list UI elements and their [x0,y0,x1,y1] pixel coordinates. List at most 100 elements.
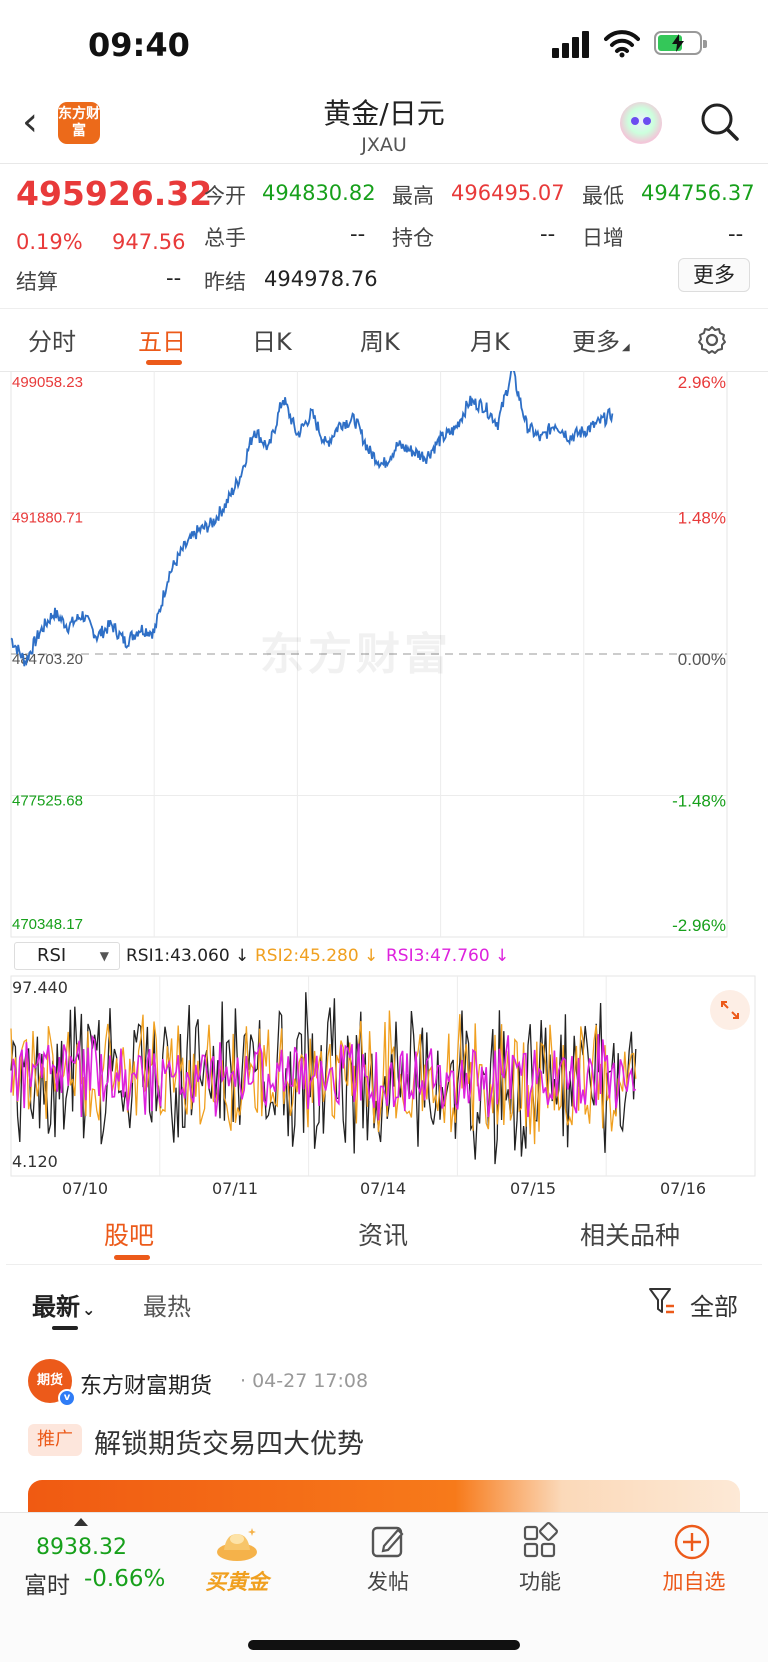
x-label-3: 07/14 [360,1179,407,1198]
post-button[interactable]: 发帖 [367,1570,409,1594]
indicator-select[interactable]: RSI ▼ [14,942,120,970]
active-tab-indicator [146,360,182,365]
rsi-frame [10,975,756,1177]
sort-hot[interactable]: 最热 [143,1293,191,1321]
expand-icon [721,1001,739,1019]
post-avatar[interactable]: 期货 v [28,1359,76,1407]
header-divider [0,163,768,164]
features-button[interactable]: 功能 [519,1570,561,1594]
rsi-y-max: 97.440 [12,978,68,997]
tab-daily-k[interactable]: 日K [252,328,292,356]
indicator-select-value: RSI [37,945,67,966]
x-label-1: 07/10 [62,1179,109,1198]
sort-latest-label: 最新 [32,1293,80,1321]
post-avatar-text: 期货 [36,1373,63,1388]
post-title[interactable]: 解锁期货交易四大优势 [94,1429,364,1460]
five-day-price-chart[interactable]: 499058.23491880.71484703.20477525.684703… [0,371,768,939]
page-subtitle: JXAU [361,134,407,156]
back-icon[interactable]: ‹ [22,99,38,145]
tab-monthly-k[interactable]: 月K [470,328,510,356]
daily-increase-label: 日增 [582,226,624,250]
x-label-5: 07/16 [660,1179,707,1198]
open-interest-label: 持仓 [392,226,434,250]
index-change[interactable]: -0.66% [84,1566,166,1592]
tab-stock-forum[interactable]: 股吧 [104,1221,155,1250]
dropdown-corner-icon: ◢ [622,342,630,353]
change-amount: 947.56 [112,230,186,254]
wifi-icon [604,30,640,58]
y-tick-left: 499058.23 [12,374,83,391]
y-tick-right: -1.48% [672,792,726,811]
tab-intraday[interactable]: 分时 [28,328,76,356]
community-divider [6,1264,762,1265]
high-label: 最高 [392,184,434,208]
y-tick-right: 1.48% [678,509,726,528]
home-indicator [248,1640,520,1650]
status-bar: 09:40 [0,0,768,90]
tab-related[interactable]: 相关品种 [580,1221,681,1250]
volume-label: 总手 [204,226,246,250]
volume-value: -- [350,222,366,246]
rsi-y-min: 4.120 [12,1152,58,1171]
more-quote-button[interactable]: 更多 [678,258,750,292]
post-author[interactable]: 东方财富期货 [80,1374,213,1399]
rsi1-value: RSI1:43.060 ↓ [126,946,250,966]
rsi-line-3 [10,1034,637,1121]
settle-label: 结算 [16,270,58,294]
expand-up-icon[interactable] [74,1518,88,1526]
gold-ingot-icon[interactable] [214,1524,260,1564]
daily-increase-value: -- [728,222,744,246]
open-label: 今开 [204,184,246,208]
tab-more[interactable]: 更多 ◢ [572,322,630,357]
add-watchlist-button[interactable]: 加自选 [662,1570,726,1594]
promo-badge: 推广 [28,1424,82,1456]
tab-five-day[interactable]: 五日 [138,328,186,356]
signal-icon [552,30,592,58]
settings-gear-icon[interactable] [696,324,728,356]
app-logo[interactable]: 东方财富 [58,102,100,144]
rsi-chart[interactable] [0,974,768,1180]
rsi-line-1 [10,992,637,1165]
verified-icon: v [58,1389,76,1407]
open-value: 494830.82 [262,181,376,205]
rsi-line-2 [10,1010,637,1145]
expand-chart-button[interactable] [710,990,750,1030]
prev-settle-label: 昨结 [204,270,246,294]
filter-all[interactable]: 全部 [690,1293,738,1321]
edit-post-icon[interactable] [368,1522,408,1562]
settle-value: -- [166,266,182,290]
quote-divider [0,308,768,309]
tab-news[interactable]: 资讯 [358,1221,409,1250]
y-tick-left: 470348.17 [12,916,83,933]
high-value: 496495.07 [451,181,565,205]
low-label: 最低 [582,184,624,208]
filter-icon[interactable] [648,1286,676,1316]
post-banner-image[interactable] [28,1480,740,1514]
x-label-2: 07/11 [212,1179,259,1198]
index-name[interactable]: 富时 [24,1573,70,1599]
tab-weekly-k[interactable]: 周K [360,328,400,356]
community-tab-indicator [114,1255,150,1260]
y-tick-right: -2.96% [672,916,726,935]
search-icon[interactable] [700,102,740,142]
features-grid-icon[interactable] [520,1522,560,1562]
low-value: 494756.37 [641,181,755,205]
status-time: 09:40 [88,26,190,64]
bottom-bar [0,1512,768,1662]
rsi3-value: RSI3:47.760 ↓ [386,946,510,966]
tab-more-label: 更多 [572,328,620,356]
assistant-robot-icon[interactable] [620,102,662,144]
y-tick-left: 477525.68 [12,793,83,810]
add-watchlist-icon[interactable] [672,1522,712,1562]
buy-gold-button[interactable]: 买黄金 [205,1570,269,1594]
dropdown-arrow-icon: ▼ [99,949,109,963]
chevron-down-icon: ⌄ [82,1300,96,1319]
sort-latest[interactable]: 最新 ⌄ [32,1287,95,1322]
current-price: 495926.32 [16,174,213,213]
y-tick-left: 491880.71 [12,510,83,527]
sort-indicator [52,1326,78,1330]
open-interest-value: -- [540,222,556,246]
index-value[interactable]: 8938.32 [36,1535,127,1560]
chart-watermark: 东方财富 [260,629,452,680]
y-tick-right: 2.96% [678,373,726,392]
